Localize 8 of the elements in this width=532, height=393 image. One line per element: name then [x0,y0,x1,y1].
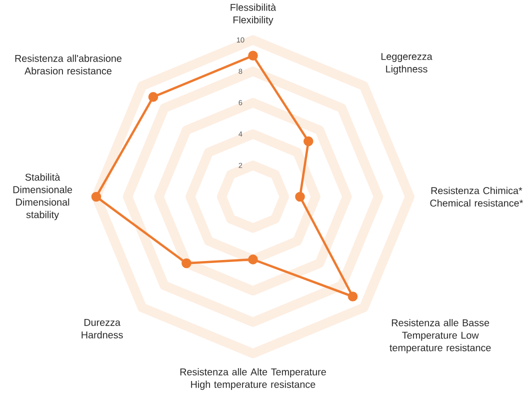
spoke-label: Stabilità Dimensionale Dimensional stability [13,173,72,220]
spoke-label: Resistenza alle Basse Temperature Low temperature resistance [390,318,491,354]
spoke-label: Leggerezza Ligthness [381,52,432,74]
spoke-label: Resistenza Chimica* Chemical resistance* [430,186,524,206]
spoke-label: Resistenza all'abrasione Abrasion resistance [15,54,122,74]
spoke-label: Flessibilità Flexibility [230,3,276,26]
spoke-label: Resistenza alle Alte Temperature High temperature resistance [180,368,326,390]
spoke-label: Durezza Hardness [82,318,123,338]
